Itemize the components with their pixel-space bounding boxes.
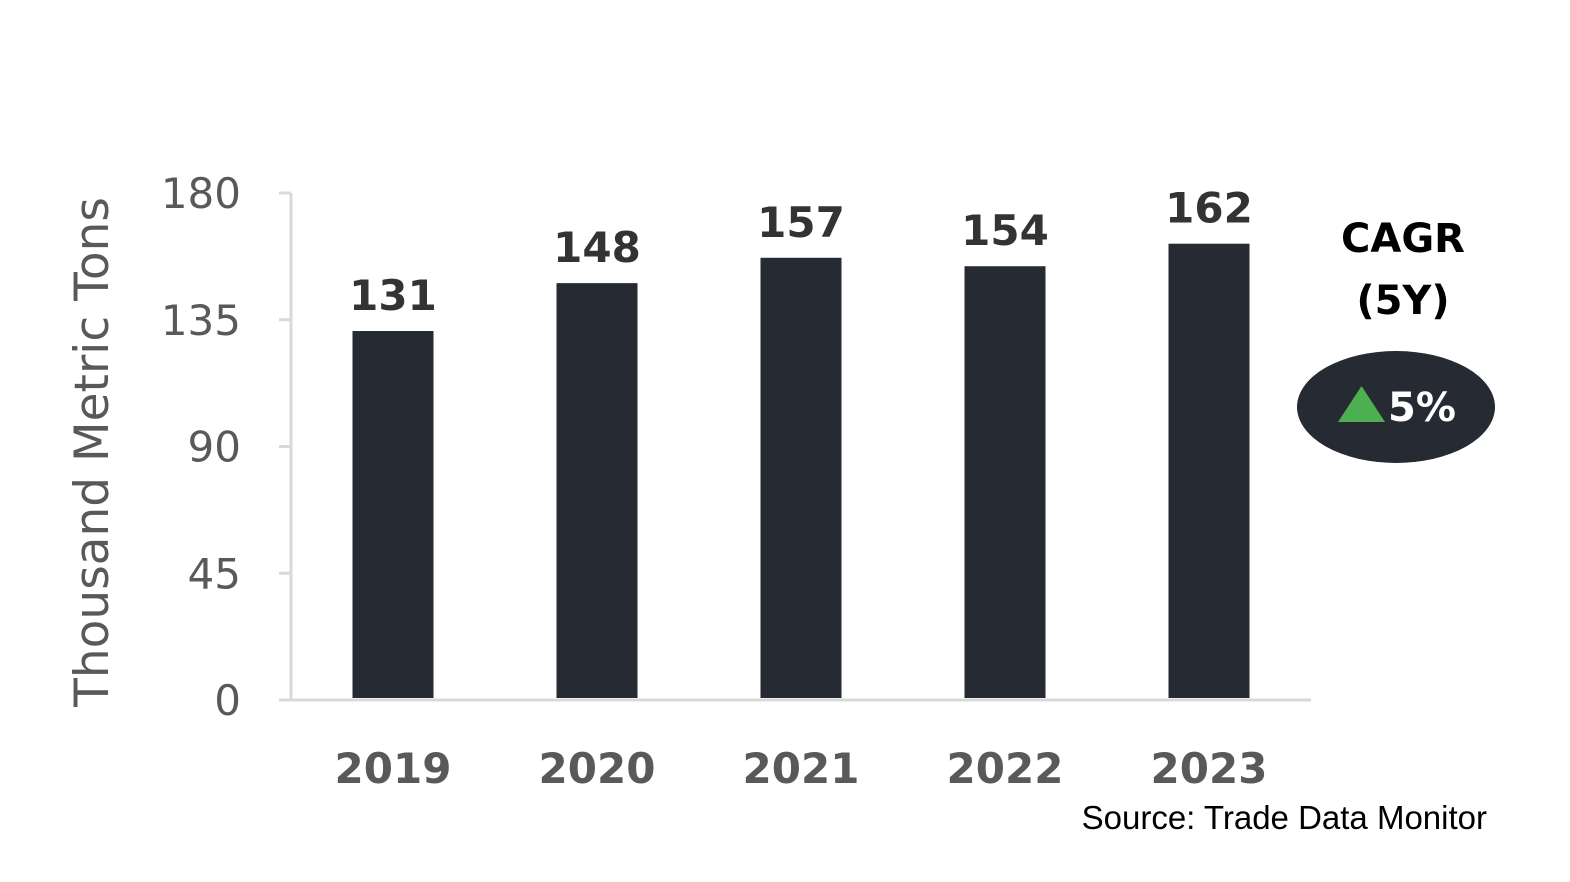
x-tick-label: 2021	[743, 744, 860, 793]
x-tick-label: 2019	[335, 744, 452, 793]
cagr-title-line2: (5Y)	[1356, 278, 1449, 324]
source-note: Source: Trade Data Monitor	[1082, 799, 1487, 836]
cagr-value: 5%	[1388, 385, 1456, 431]
up-triangle-icon	[1338, 386, 1385, 422]
bar-2021	[760, 257, 842, 698]
cagr-title-line1: CAGR	[1341, 216, 1465, 262]
y-tick-label: 90	[188, 423, 241, 472]
x-tick-label: 2023	[1151, 744, 1268, 793]
bar-2020	[556, 283, 638, 698]
y-tick-label: 45	[188, 549, 241, 598]
data-label: 162	[1165, 184, 1253, 233]
bar-2023	[1168, 243, 1250, 698]
data-label: 157	[757, 198, 845, 247]
x-tick-label: 2020	[539, 744, 656, 793]
data-label: 148	[553, 223, 641, 272]
bar-2022	[964, 266, 1046, 698]
cagr-badge	[1297, 351, 1495, 463]
y-ticks: 0 45 90 135 180	[161, 169, 291, 725]
data-label: 131	[349, 271, 437, 320]
bar-2019	[352, 331, 434, 698]
x-tick-label: 2022	[947, 744, 1064, 793]
y-tick-label: 0	[214, 676, 241, 725]
y-axis-title: Thousand Metric Tons	[65, 197, 120, 708]
data-labels: 131 148 157 154 162	[349, 184, 1253, 320]
x-tick-labels: 2019 2020 2021 2022 2023	[335, 744, 1268, 793]
y-tick-label: 135	[161, 296, 241, 345]
bars	[352, 243, 1250, 698]
y-tick-label: 180	[161, 169, 241, 218]
data-label: 154	[961, 206, 1049, 255]
